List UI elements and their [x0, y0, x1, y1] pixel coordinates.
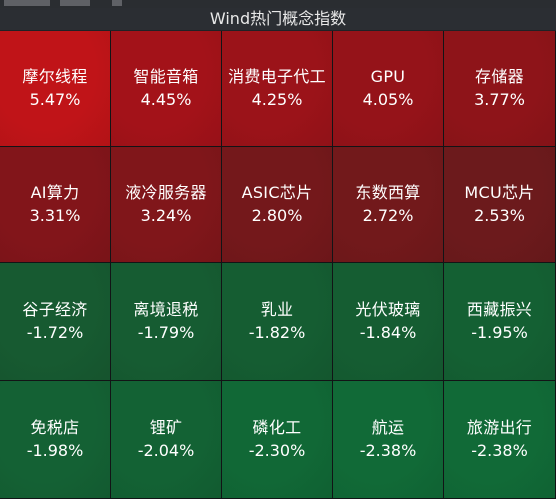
tile-concept-index[interactable]: 谷子经济 -1.72% [0, 263, 111, 381]
tile-concept-index[interactable]: 摩尔线程 5.47% [0, 31, 111, 147]
tile-name: 磷化工 [252, 418, 302, 437]
tile-change-percent: -2.30% [248, 441, 306, 460]
tile-name: 存储器 [475, 67, 524, 86]
tile-concept-index[interactable]: 旅游出行 -2.38% [444, 381, 556, 499]
tile-change-percent: -1.84% [359, 323, 417, 342]
tile-concept-index[interactable]: 消费电子代工 4.25% [222, 31, 333, 147]
tile-change-percent: -2.04% [137, 441, 195, 460]
tile-name: MCU芯片 [464, 183, 535, 202]
tile-concept-index[interactable]: GPU 4.05% [333, 31, 444, 147]
tile-name: 免税店 [30, 418, 80, 437]
tile-name: 旅游出行 [466, 418, 533, 437]
tile-concept-index[interactable]: 乳业 -1.82% [222, 263, 333, 381]
tile-change-percent: 3.24% [140, 206, 192, 225]
tile-change-percent: 4.45% [140, 90, 192, 109]
tile-change-percent: -2.38% [471, 441, 528, 460]
tile-concept-index[interactable]: 锂矿 -2.04% [111, 381, 222, 499]
tile-change-percent: -2.38% [359, 441, 417, 460]
tile-change-percent: -1.79% [137, 323, 195, 342]
tile-change-percent: 4.05% [362, 90, 414, 109]
tile-name: 液冷服务器 [125, 183, 207, 202]
tile-name: 智能音箱 [133, 67, 199, 86]
tile-concept-index[interactable]: 液冷服务器 3.24% [111, 147, 222, 263]
tile-concept-index[interactable]: 光伏玻璃 -1.84% [333, 263, 444, 381]
tile-name: 光伏玻璃 [355, 300, 421, 319]
tile-concept-index[interactable]: 智能音箱 4.45% [111, 31, 222, 147]
tile-name: 离境退税 [133, 300, 199, 319]
tile-name: 航运 [371, 418, 405, 437]
tile-concept-index[interactable]: 航运 -2.38% [333, 381, 444, 499]
tile-change-percent: -1.82% [248, 323, 306, 342]
tile-name: 西藏振兴 [466, 300, 533, 319]
tile-change-percent: 2.53% [474, 206, 525, 225]
tile-name: 东数西算 [355, 183, 421, 202]
tab-fragment [112, 0, 122, 6]
window-top-strip [0, 0, 556, 8]
tile-change-percent: 2.72% [362, 206, 414, 225]
panel-title: Wind热门概念指数 [0, 8, 556, 30]
tile-change-percent: -1.98% [26, 441, 84, 460]
concept-heatmap-grid: 摩尔线程 5.47% 智能音箱 4.45% 消费电子代工 4.25% GPU 4… [0, 31, 556, 499]
tile-change-percent: 3.31% [29, 206, 81, 225]
tile-name: AI算力 [30, 183, 80, 202]
tile-concept-index[interactable]: 免税店 -1.98% [0, 381, 111, 499]
tile-name: 消费电子代工 [228, 67, 326, 86]
tile-name: 摩尔线程 [22, 67, 88, 86]
tab-fragment [4, 0, 50, 6]
tile-concept-index[interactable]: 西藏振兴 -1.95% [444, 263, 556, 381]
tile-name: 乳业 [260, 300, 294, 319]
tile-change-percent: 2.80% [251, 206, 303, 225]
tile-name: ASIC芯片 [241, 183, 313, 202]
tile-concept-index[interactable]: ASIC芯片 2.80% [222, 147, 333, 263]
tile-name: 锂矿 [149, 418, 183, 437]
tile-change-percent: 4.25% [251, 90, 303, 109]
tile-concept-index[interactable]: 存储器 3.77% [444, 31, 556, 147]
tile-concept-index[interactable]: 磷化工 -2.30% [222, 381, 333, 499]
tile-concept-index[interactable]: MCU芯片 2.53% [444, 147, 556, 263]
tile-change-percent: -1.72% [26, 323, 84, 342]
tile-change-percent: 5.47% [29, 90, 81, 109]
tab-fragment [60, 0, 90, 6]
tile-concept-index[interactable]: AI算力 3.31% [0, 147, 111, 263]
tile-concept-index[interactable]: 东数西算 2.72% [333, 147, 444, 263]
tile-change-percent: 3.77% [474, 90, 525, 109]
tile-name: 谷子经济 [22, 300, 88, 319]
tile-name: GPU [370, 67, 406, 86]
tile-change-percent: -1.95% [471, 323, 528, 342]
tile-concept-index[interactable]: 离境退税 -1.79% [111, 263, 222, 381]
